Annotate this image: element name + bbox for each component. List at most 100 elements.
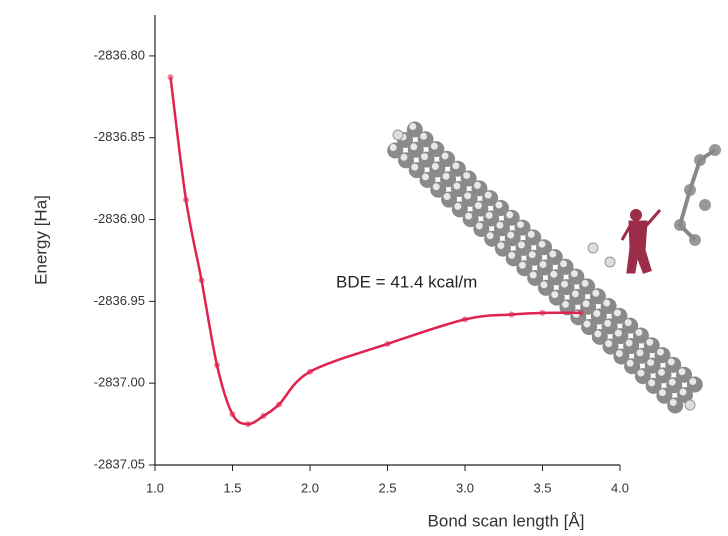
y-tick-label: -2836.90 bbox=[94, 211, 145, 226]
atom-highlight bbox=[614, 329, 622, 337]
x-axis-title: Bond scan length [Å] bbox=[428, 511, 585, 530]
atom-highlight bbox=[528, 251, 536, 259]
atom-highlight bbox=[594, 330, 602, 338]
atom-highlight bbox=[538, 240, 546, 248]
atom-highlight bbox=[648, 379, 656, 387]
atom-highlight bbox=[582, 300, 590, 308]
data-point bbox=[462, 316, 468, 323]
atom-highlight bbox=[658, 389, 666, 397]
atom-highlight bbox=[615, 349, 623, 357]
data-point bbox=[384, 340, 391, 347]
y-tick-label: -2836.85 bbox=[94, 129, 145, 144]
atom-highlight bbox=[560, 260, 568, 268]
data-point bbox=[276, 401, 282, 408]
atom-highlight bbox=[626, 359, 634, 367]
atom bbox=[587, 242, 599, 254]
atom-highlight bbox=[637, 369, 645, 377]
atom-highlight bbox=[527, 230, 535, 238]
atom-highlight bbox=[441, 152, 449, 160]
atom-highlight bbox=[581, 279, 589, 287]
atom-highlight bbox=[518, 261, 526, 269]
x-tick-label: 1.0 bbox=[146, 480, 164, 495]
atom-highlight bbox=[430, 142, 438, 150]
atom-highlight bbox=[389, 144, 397, 151]
atom-highlight bbox=[592, 289, 600, 297]
atom-highlight bbox=[452, 162, 460, 170]
atom-highlight bbox=[625, 339, 633, 347]
atom-highlight bbox=[604, 319, 612, 327]
atom-highlight bbox=[422, 173, 430, 181]
x-tick-label: 4.0 bbox=[611, 480, 629, 495]
atom-highlight bbox=[463, 172, 471, 180]
atom-highlight bbox=[516, 221, 524, 229]
atom-highlight bbox=[636, 349, 644, 357]
atom-highlight bbox=[656, 348, 664, 356]
data-point bbox=[214, 362, 220, 369]
atom-highlight bbox=[507, 231, 515, 239]
atom-highlight bbox=[539, 261, 547, 268]
atom-highlight bbox=[657, 368, 665, 376]
atom-highlight bbox=[668, 378, 676, 386]
atom-highlight bbox=[409, 123, 417, 130]
atom bbox=[699, 199, 711, 211]
atom-highlight bbox=[678, 368, 686, 376]
x-tick-label: 3.0 bbox=[456, 480, 474, 495]
x-tick-label: 3.5 bbox=[533, 480, 551, 495]
figure-head bbox=[630, 209, 642, 221]
atom bbox=[604, 256, 616, 268]
y-tick-label: -2837.00 bbox=[94, 375, 145, 390]
figure-body bbox=[620, 209, 662, 274]
atom-highlight bbox=[475, 222, 483, 230]
atom-highlight bbox=[667, 358, 675, 366]
atom-highlight bbox=[508, 251, 516, 259]
atom bbox=[392, 129, 404, 141]
atom-highlight bbox=[454, 202, 462, 210]
data-point bbox=[245, 421, 251, 428]
atom-highlight bbox=[464, 192, 472, 200]
atom-highlight bbox=[495, 201, 503, 209]
atom-highlight bbox=[421, 153, 429, 161]
data-point bbox=[539, 309, 546, 316]
data-point bbox=[307, 368, 313, 375]
atom-highlight bbox=[484, 191, 492, 199]
y-tick-label: -2836.80 bbox=[94, 47, 145, 62]
bond bbox=[677, 148, 717, 242]
y-tick-label: -2836.95 bbox=[94, 293, 145, 308]
atom-highlight bbox=[669, 399, 677, 406]
x-tick-label: 2.5 bbox=[378, 480, 396, 495]
y-axis-title: Energy [Ha] bbox=[31, 195, 50, 285]
annotation: BDE = 41.4 kcal/m bbox=[336, 272, 477, 291]
atom-highlight bbox=[562, 300, 570, 308]
atom-highlight bbox=[540, 281, 548, 289]
atom-highlight bbox=[635, 328, 643, 336]
atom-highlight bbox=[431, 162, 439, 170]
atom-highlight bbox=[583, 320, 591, 328]
atom-highlight bbox=[647, 359, 655, 367]
x-tick-label: 1.5 bbox=[223, 480, 241, 495]
atom-highlight bbox=[613, 309, 621, 317]
atom-highlight bbox=[571, 290, 579, 298]
atom-highlight bbox=[432, 183, 440, 191]
atom-highlight bbox=[442, 172, 450, 180]
atom bbox=[684, 399, 696, 411]
atom-highlight bbox=[411, 163, 419, 171]
atom-highlight bbox=[570, 270, 578, 278]
atom-highlight bbox=[474, 202, 482, 210]
atom-highlight bbox=[561, 280, 569, 288]
atom-highlight bbox=[551, 291, 559, 299]
atom-highlight bbox=[646, 338, 654, 346]
atom-highlight bbox=[549, 250, 557, 258]
atom-highlight bbox=[529, 271, 537, 279]
atom-highlight bbox=[517, 241, 525, 249]
atom-highlight bbox=[486, 232, 494, 240]
atom-highlight bbox=[400, 153, 408, 161]
atom-highlight bbox=[485, 211, 493, 219]
atom-highlight bbox=[689, 378, 697, 385]
atom-highlight bbox=[473, 181, 481, 189]
atom-highlight bbox=[603, 299, 611, 307]
y-tick-label: -2837.05 bbox=[94, 456, 145, 471]
data-point bbox=[578, 309, 585, 316]
atom-highlight bbox=[679, 388, 687, 396]
atom-highlight bbox=[420, 132, 428, 140]
